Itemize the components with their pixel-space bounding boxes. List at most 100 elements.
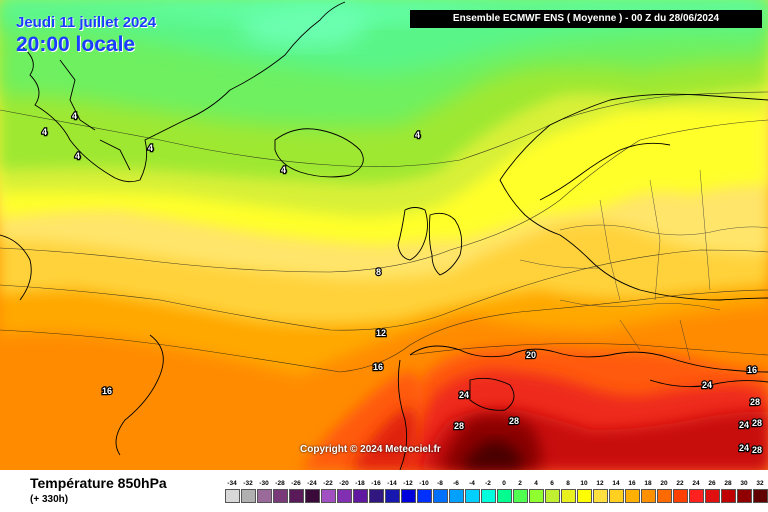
lead-time: (+ 330h) bbox=[30, 494, 69, 505]
legend-label: 32 bbox=[756, 480, 764, 487]
isotherm-label: 24 bbox=[702, 380, 712, 390]
legend-entry: -30 bbox=[256, 478, 272, 503]
legend-swatch bbox=[512, 489, 528, 503]
legend-swatch bbox=[320, 489, 336, 503]
legend-entry: -16 bbox=[368, 478, 384, 503]
isotherm-label: 4 bbox=[281, 165, 286, 175]
isotherm-label: 12 bbox=[376, 328, 386, 338]
legend-entry: -26 bbox=[288, 478, 304, 503]
legend-label: -6 bbox=[453, 480, 459, 487]
legend-entry: -10 bbox=[416, 478, 432, 503]
legend-label: 10 bbox=[580, 480, 588, 487]
legend-entry: -22 bbox=[320, 478, 336, 503]
legend-swatch bbox=[656, 489, 672, 503]
legend-label: -20 bbox=[339, 480, 349, 487]
legend-swatch bbox=[592, 489, 608, 503]
legend-label: -24 bbox=[307, 480, 317, 487]
legend-entry: -20 bbox=[336, 478, 352, 503]
legend-label: -18 bbox=[355, 480, 365, 487]
country-borders bbox=[519, 169, 768, 361]
forecast-date: Jeudi 11 juillet 2024 bbox=[16, 14, 157, 31]
legend-label: -14 bbox=[387, 480, 397, 487]
legend-entry: -18 bbox=[352, 478, 368, 503]
legend-label: 28 bbox=[724, 480, 732, 487]
legend-label: -12 bbox=[403, 480, 413, 487]
legend-entry: -8 bbox=[432, 478, 448, 503]
legend-swatch bbox=[496, 489, 512, 503]
legend-swatch bbox=[432, 489, 448, 503]
legend-label: 8 bbox=[566, 480, 570, 487]
legend-label: 22 bbox=[676, 480, 684, 487]
legend-label: -26 bbox=[291, 480, 301, 487]
coastlines bbox=[0, 1, 768, 470]
legend-swatch bbox=[672, 489, 688, 503]
legend-entry: 6 bbox=[544, 478, 560, 503]
legend-entry: -4 bbox=[464, 478, 480, 503]
legend-entry: -2 bbox=[480, 478, 496, 503]
legend-label: -8 bbox=[437, 480, 443, 487]
legend-label: 20 bbox=[660, 480, 668, 487]
map-canvas: 4 4 4 4 4 4 8 12 16 16 20 24 24 28 28 16… bbox=[0, 0, 768, 470]
legend-entry: 16 bbox=[624, 478, 640, 503]
legend-entry: -14 bbox=[384, 478, 400, 503]
legend-entry: 2 bbox=[512, 478, 528, 503]
legend-entry: -32 bbox=[240, 478, 256, 503]
legend-entry: 22 bbox=[672, 478, 688, 503]
isotherm-label: 4 bbox=[148, 143, 153, 153]
legend-swatch bbox=[240, 489, 256, 503]
isotherm-label: 16 bbox=[747, 365, 757, 375]
legend-swatch bbox=[704, 489, 720, 503]
legend-swatch bbox=[272, 489, 288, 503]
isotherm-label: 4 bbox=[42, 127, 47, 137]
isotherm-label: 4 bbox=[75, 151, 80, 161]
legend-label: 14 bbox=[612, 480, 620, 487]
legend-entry: -24 bbox=[304, 478, 320, 503]
legend-entry: 8 bbox=[560, 478, 576, 503]
legend-label: -28 bbox=[275, 480, 285, 487]
legend-swatch bbox=[640, 489, 656, 503]
legend-entry: 14 bbox=[608, 478, 624, 503]
legend-entry: 10 bbox=[576, 478, 592, 503]
legend-label: 18 bbox=[644, 480, 652, 487]
legend-swatch bbox=[368, 489, 384, 503]
legend-swatch bbox=[544, 489, 560, 503]
legend-entry: 28 bbox=[720, 478, 736, 503]
legend-entry: 12 bbox=[592, 478, 608, 503]
legend-label: -30 bbox=[259, 480, 269, 487]
isotherm-label: 24 bbox=[459, 390, 469, 400]
legend-label: -4 bbox=[469, 480, 475, 487]
legend-label: 12 bbox=[596, 480, 604, 487]
legend-entry: 24 bbox=[688, 478, 704, 503]
legend-swatch bbox=[400, 489, 416, 503]
legend-entry: 18 bbox=[640, 478, 656, 503]
isotherm-label: 28 bbox=[509, 416, 519, 426]
legend-label: -22 bbox=[323, 480, 333, 487]
legend-swatch bbox=[384, 489, 400, 503]
isotherm-label: 8 bbox=[376, 267, 381, 277]
legend-entry: -6 bbox=[448, 478, 464, 503]
isotherm-label: 28 bbox=[454, 421, 464, 431]
isotherm-label: 16 bbox=[373, 362, 383, 372]
legend-swatch bbox=[752, 489, 768, 503]
forecast-time: 20:00 locale bbox=[16, 33, 136, 56]
legend-entry: -34 bbox=[224, 478, 240, 503]
legend-entry: -28 bbox=[272, 478, 288, 503]
legend-swatch bbox=[224, 489, 240, 503]
legend-swatch bbox=[560, 489, 576, 503]
legend-label: 4 bbox=[534, 480, 538, 487]
isotherm-label: 24 bbox=[739, 443, 749, 453]
legend-swatch bbox=[448, 489, 464, 503]
legend-swatch bbox=[480, 489, 496, 503]
legend-entry: 26 bbox=[704, 478, 720, 503]
legend-swatch bbox=[720, 489, 736, 503]
copyright-notice: Copyright © 2024 Meteociel.fr bbox=[300, 444, 441, 455]
legend-label: -2 bbox=[485, 480, 491, 487]
legend-label: 26 bbox=[708, 480, 716, 487]
model-run-info: Ensemble ECMWF ENS ( Moyenne ) - 00 Z du… bbox=[410, 10, 762, 28]
legend-label: 24 bbox=[692, 480, 700, 487]
isotherm-label: 20 bbox=[526, 350, 536, 360]
legend-swatch bbox=[288, 489, 304, 503]
temperature-map: 4 4 4 4 4 4 8 12 16 16 20 24 24 28 28 16… bbox=[0, 0, 768, 470]
legend-entry: 0 bbox=[496, 478, 512, 503]
legend-swatch bbox=[624, 489, 640, 503]
